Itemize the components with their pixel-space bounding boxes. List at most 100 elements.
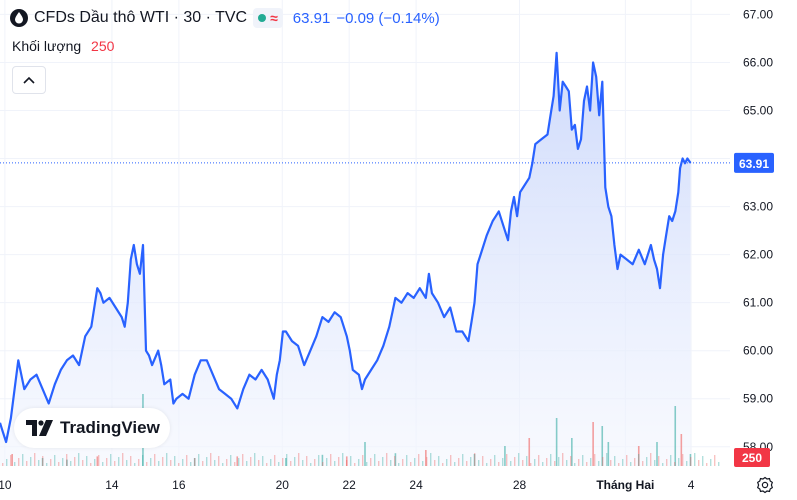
volume-bar bbox=[594, 454, 596, 466]
volume-bar bbox=[425, 450, 427, 466]
y-axis[interactable]: 67.0066.0065.0064.0063.0062.0061.0060.00… bbox=[743, 7, 773, 453]
volume-bar bbox=[394, 453, 397, 466]
volume-bar bbox=[637, 446, 640, 466]
volume-bar bbox=[454, 462, 456, 466]
gear-icon bbox=[756, 476, 774, 494]
volume-bar bbox=[246, 461, 248, 466]
x-tick-label: 4 bbox=[688, 478, 695, 492]
x-tick-label: 28 bbox=[513, 478, 527, 492]
volume-bar bbox=[528, 438, 531, 466]
volume-bar bbox=[130, 456, 132, 466]
volume-bar bbox=[607, 442, 610, 466]
volume-bar bbox=[674, 462, 676, 466]
volume-bar bbox=[606, 453, 608, 466]
y-tick-label: 60.00 bbox=[743, 344, 773, 358]
volume-bar bbox=[674, 406, 677, 466]
volume-bar bbox=[670, 455, 672, 466]
volume-bar bbox=[364, 442, 366, 466]
volume-bar bbox=[534, 459, 536, 466]
volume-bar bbox=[206, 457, 208, 466]
volume-bar bbox=[302, 460, 304, 466]
volume-bar bbox=[550, 454, 552, 466]
volume-bar bbox=[234, 462, 236, 466]
labels-layer: 63.91 250 bbox=[734, 152, 774, 467]
volume-bar bbox=[118, 457, 120, 466]
volume-bar bbox=[686, 461, 688, 466]
x-tick-label: 14 bbox=[105, 478, 119, 492]
volume-bar bbox=[654, 460, 656, 466]
volume-bar bbox=[346, 460, 348, 466]
volume-bar bbox=[710, 459, 712, 466]
symbol-title[interactable]: CFDs Dầu thô WTI · 30 · TVC bbox=[34, 9, 248, 26]
volume-bar bbox=[38, 460, 40, 466]
volume-bar bbox=[386, 453, 388, 466]
volume-bar bbox=[10, 455, 12, 466]
volume-label: Khối lượng bbox=[12, 38, 82, 54]
volume-bar bbox=[186, 455, 188, 466]
volume-bar bbox=[2, 463, 4, 466]
volume-bar bbox=[706, 463, 708, 466]
x-tick-label: Tháng Hai bbox=[596, 478, 654, 492]
settings-button[interactable] bbox=[754, 474, 776, 496]
volume-bar bbox=[334, 461, 336, 466]
volume-bar bbox=[74, 457, 76, 466]
last-price-label-bg bbox=[734, 152, 774, 173]
volume-bar bbox=[689, 454, 692, 466]
y-tick-label: 59.00 bbox=[743, 392, 773, 406]
market-status-pill[interactable]: ≈ bbox=[253, 8, 283, 28]
volume-bar bbox=[86, 456, 88, 466]
volume-bar bbox=[426, 457, 428, 466]
volume-bar bbox=[230, 455, 232, 466]
volume-bar bbox=[562, 453, 564, 466]
volume-bar bbox=[138, 459, 140, 466]
volume-bar bbox=[690, 457, 692, 466]
volume-bar bbox=[486, 463, 488, 466]
volume-bar bbox=[242, 454, 244, 466]
volume-bar bbox=[398, 463, 400, 466]
volume-bar bbox=[350, 456, 352, 466]
volume-bar bbox=[571, 438, 573, 466]
volume-bar bbox=[538, 455, 540, 466]
volume-bar bbox=[98, 455, 100, 466]
volume-bar bbox=[22, 454, 24, 466]
volume-bar bbox=[94, 459, 96, 466]
volume-bar bbox=[146, 462, 148, 466]
volume-bar bbox=[286, 454, 288, 466]
volume-bar bbox=[166, 453, 168, 466]
volume-bar bbox=[474, 453, 476, 466]
volume-bar bbox=[374, 454, 376, 466]
y-tick-label: 67.00 bbox=[743, 7, 773, 21]
volume-bar bbox=[554, 461, 556, 466]
volume-bar bbox=[656, 442, 658, 466]
volume-bar bbox=[134, 463, 136, 466]
volume-bar bbox=[358, 459, 360, 466]
volume-bar bbox=[473, 454, 476, 466]
volume-bar bbox=[506, 454, 508, 466]
volume-bar bbox=[14, 462, 16, 466]
x-axis[interactable]: 10 14 16 20 22 24 28 Tháng Hai 4 bbox=[0, 478, 695, 492]
x-tick-label: 24 bbox=[409, 478, 423, 492]
volume-bar bbox=[718, 462, 720, 466]
volume-bar bbox=[458, 458, 460, 466]
volume-bar bbox=[410, 462, 412, 466]
approx-icon: ≈ bbox=[270, 10, 278, 26]
volume-bar bbox=[630, 462, 632, 466]
volume-bar bbox=[680, 434, 683, 466]
volume-bar bbox=[182, 459, 184, 466]
volume-bar bbox=[394, 456, 396, 466]
volume-bar bbox=[345, 456, 348, 466]
volume-bar bbox=[466, 461, 468, 466]
volume-bar bbox=[422, 461, 424, 466]
volume-bar bbox=[494, 455, 496, 466]
volume-bar bbox=[78, 453, 80, 466]
volume-bar bbox=[666, 459, 668, 466]
volume-bar bbox=[598, 461, 600, 466]
logo-text: TradingView bbox=[60, 418, 160, 437]
tradingview-logo[interactable]: TradingView bbox=[14, 408, 170, 448]
tradingview-logo-icon bbox=[26, 420, 53, 436]
collapse-legend-button[interactable] bbox=[12, 66, 46, 94]
volume-bar bbox=[518, 453, 520, 466]
volume-bar bbox=[66, 454, 68, 466]
volume-bar bbox=[90, 463, 92, 466]
